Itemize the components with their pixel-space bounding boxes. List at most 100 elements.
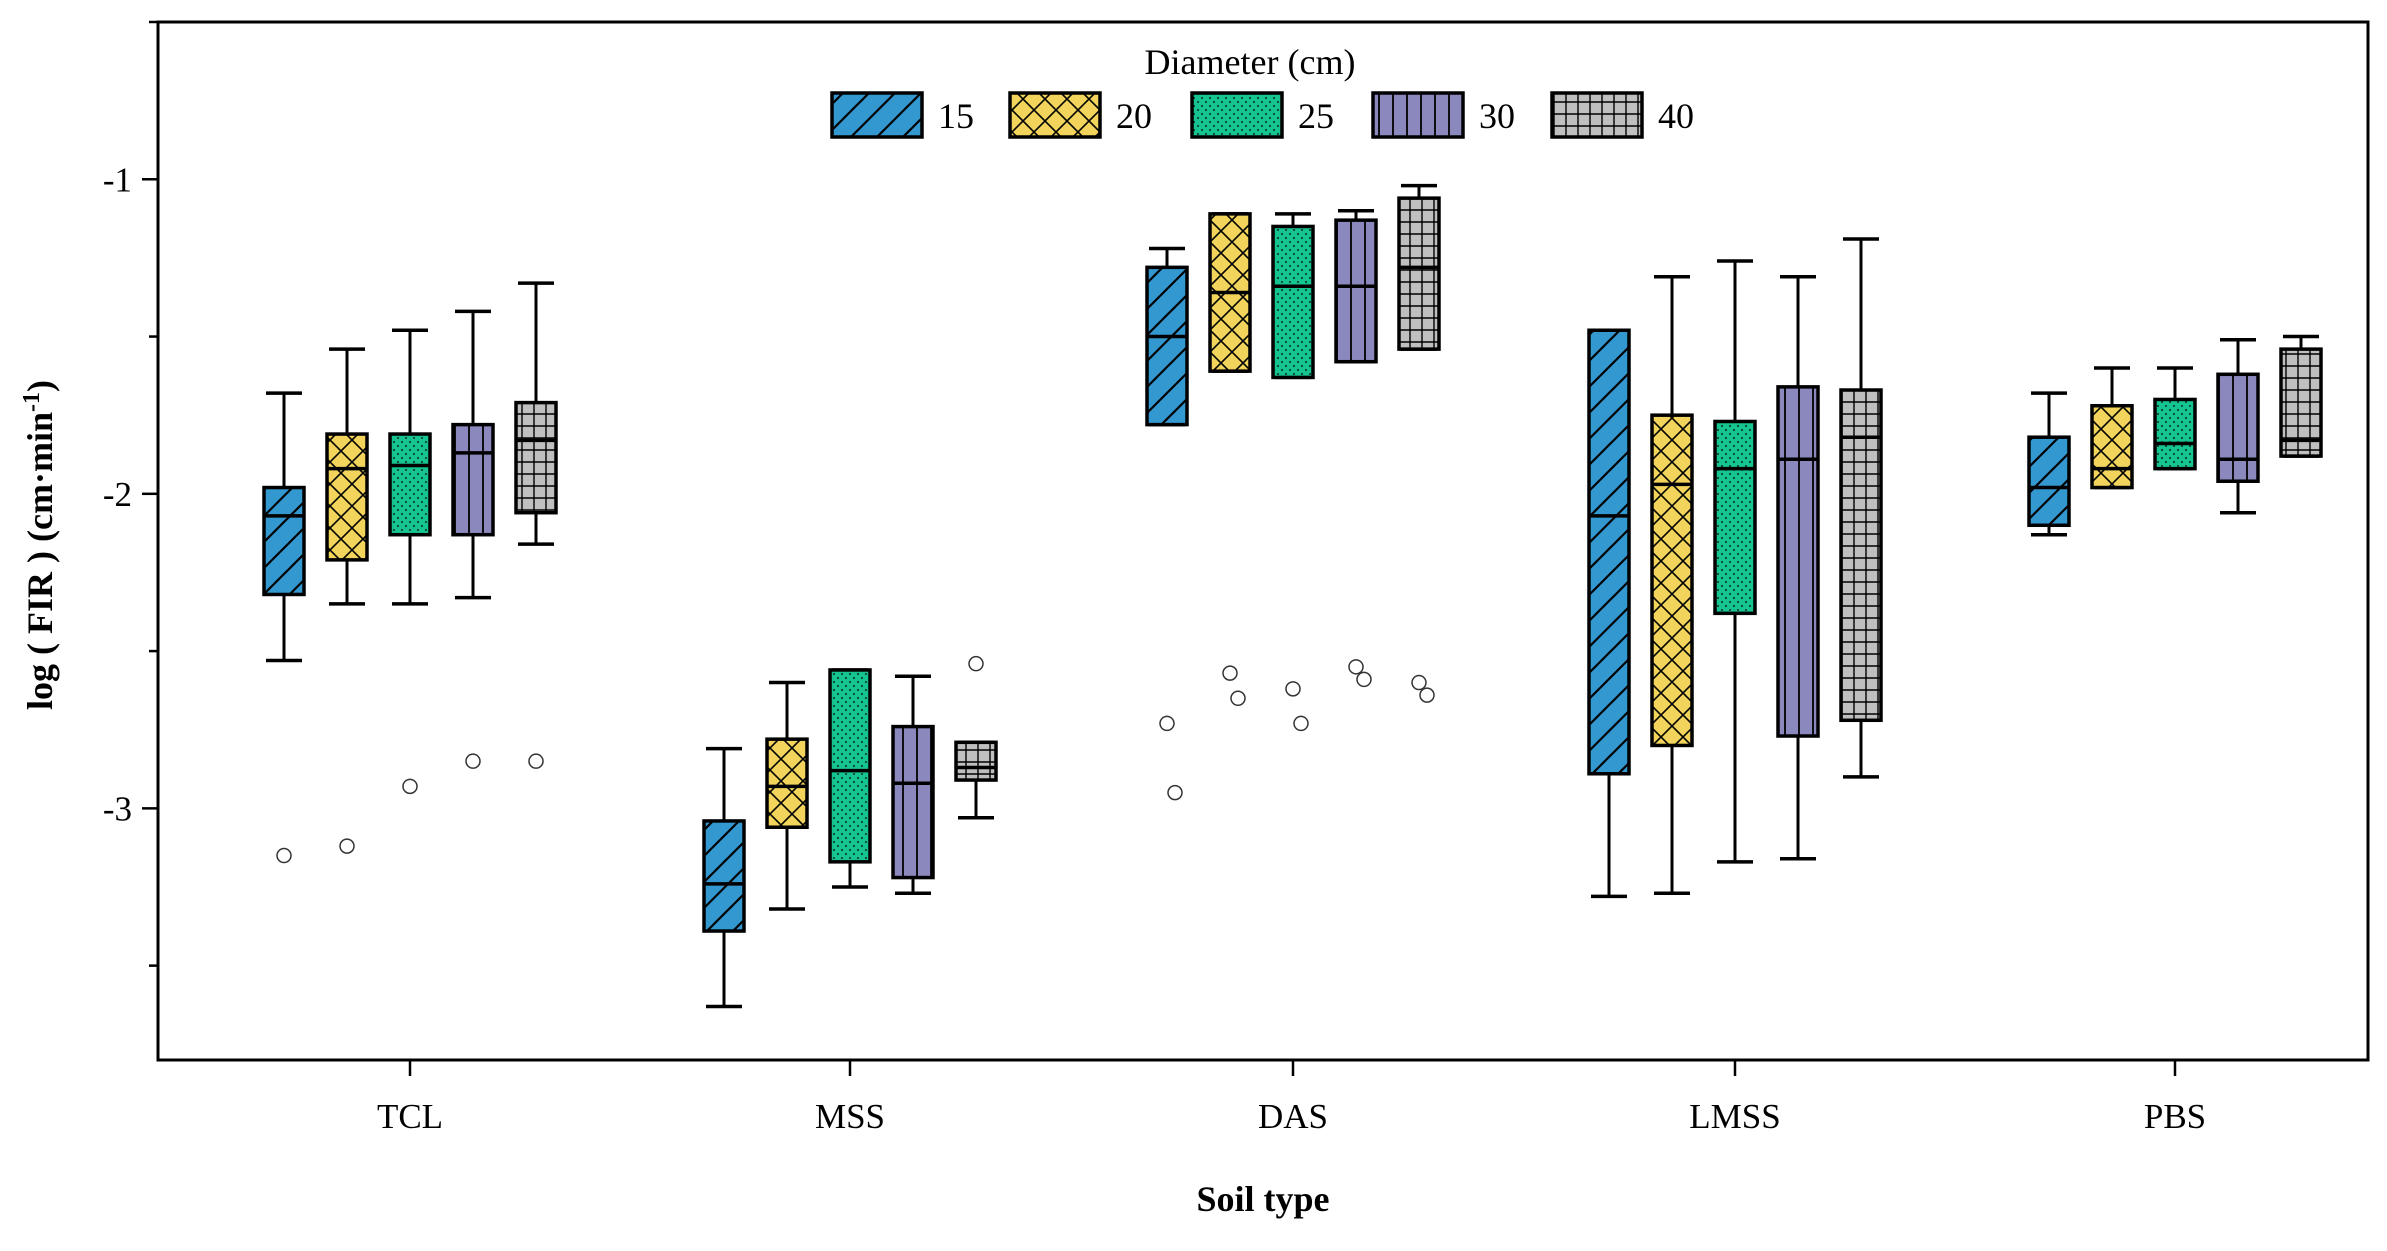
box-series-group [262, 183, 2323, 1009]
x-tick-label: LMSS [1689, 1097, 1780, 1136]
box-body [1839, 388, 1883, 723]
outlier-point [1159, 715, 1175, 732]
box-30-TCL [451, 309, 495, 769]
y-tick-label: -2 [103, 475, 132, 514]
legend-swatch-25 [1190, 91, 1284, 139]
legend-swatch-30 [1371, 91, 1465, 139]
box-40-DAS [1397, 183, 1441, 703]
box-body [262, 485, 306, 597]
box-body [1334, 218, 1378, 364]
box-body [765, 737, 809, 829]
x-tick-label: MSS [815, 1097, 885, 1136]
y-axis: -1 -2 -3 [103, 20, 158, 967]
outlier-point [1348, 659, 1364, 675]
legend-label-40: 40 [1658, 96, 1694, 136]
outlier-point [528, 753, 544, 769]
box-body [514, 400, 558, 515]
y-tick-label: -1 [103, 160, 132, 199]
outlier-point [1230, 690, 1246, 707]
box-25-MSS [828, 668, 872, 889]
legend-label-25: 25 [1298, 96, 1334, 136]
box-40-TCL [514, 281, 558, 769]
outlier-point [1293, 715, 1309, 732]
box-40-LMSS [1839, 237, 1883, 779]
outlier-point [1285, 681, 1301, 697]
outlier-point [1222, 665, 1238, 681]
series-20 [325, 212, 2134, 911]
y-tick-label: -3 [103, 789, 132, 828]
box-body [2279, 347, 2323, 458]
box-15-TCL [262, 391, 306, 864]
series-40 [514, 183, 2323, 820]
box-body [2027, 435, 2071, 528]
box-body [2090, 403, 2134, 490]
x-axis-title: Soil type [1196, 1179, 1329, 1219]
y-axis-title-superscript: -1 [19, 392, 45, 412]
box-body [451, 422, 495, 537]
box-40-MSS [954, 655, 998, 820]
series-25 [388, 212, 2197, 889]
legend-swatch-40 [1550, 91, 1644, 139]
box-20-PBS [2090, 366, 2134, 490]
outlier-point [1411, 674, 1427, 691]
legend-label-20: 20 [1116, 96, 1152, 136]
plot-frame [156, 20, 2370, 1062]
box-25-LMSS [1713, 259, 1757, 864]
box-40-PBS [2279, 334, 2323, 458]
box-body [1397, 196, 1441, 351]
outlier-point [276, 847, 292, 864]
box-20-MSS [765, 680, 809, 911]
outlier-point [339, 838, 355, 854]
box-20-DAS [1208, 212, 1252, 707]
box-30-PBS [2216, 337, 2260, 515]
x-tick-label: TCL [377, 1097, 443, 1136]
legend-title: Diameter (cm) [1145, 42, 1356, 82]
box-body [2153, 397, 2197, 471]
box-body [702, 819, 746, 933]
y-axis-title-main: log ( FIR ) (cm·min [20, 412, 60, 710]
box-body [1271, 224, 1315, 380]
y-axis-title-close: ) [20, 380, 60, 392]
box-15-DAS [1145, 246, 1189, 801]
x-tick-label: PBS [2144, 1097, 2206, 1136]
outlier-point [1356, 671, 1372, 688]
box-25-TCL [388, 328, 432, 795]
box-body [325, 432, 369, 562]
box-body [2216, 372, 2260, 483]
legend-label-15: 15 [938, 96, 974, 136]
box-15-LMSS [1587, 328, 1631, 899]
box-25-PBS [2153, 366, 2197, 471]
legend-swatch-15 [830, 91, 924, 139]
outlier-point [1419, 687, 1435, 703]
box-body [388, 432, 432, 537]
legend-label-30: 30 [1479, 96, 1515, 136]
box-25-DAS [1271, 212, 1315, 732]
box-body [1587, 328, 1631, 776]
series-30 [451, 208, 2260, 896]
x-axis: TCL MSS DAS LMSS PBS [377, 1060, 2206, 1136]
series-15 [262, 246, 2071, 1009]
box-body [828, 668, 872, 864]
outlier-point [402, 778, 418, 795]
box-30-LMSS [1776, 275, 1820, 861]
box-20-LMSS [1650, 275, 1694, 896]
legend-swatch-20 [1008, 91, 1102, 139]
outlier-point [1167, 784, 1183, 801]
box-body [954, 740, 998, 782]
box-30-DAS [1334, 208, 1378, 688]
y-axis-title: log ( FIR ) (cm·min-1) [19, 380, 60, 710]
legend: Diameter (cm) 15 20 25 30 40 [830, 42, 1694, 139]
x-tick-label: DAS [1258, 1097, 1328, 1136]
box-20-TCL [325, 347, 369, 854]
outlier-point [465, 753, 481, 769]
box-body [1650, 413, 1694, 748]
box-30-MSS [891, 674, 935, 896]
box-body [1145, 265, 1189, 427]
box-body [1776, 385, 1820, 738]
box-body [891, 724, 935, 880]
box-15-MSS [702, 746, 746, 1009]
outlier-point [968, 655, 984, 672]
box-15-PBS [2027, 391, 2071, 537]
